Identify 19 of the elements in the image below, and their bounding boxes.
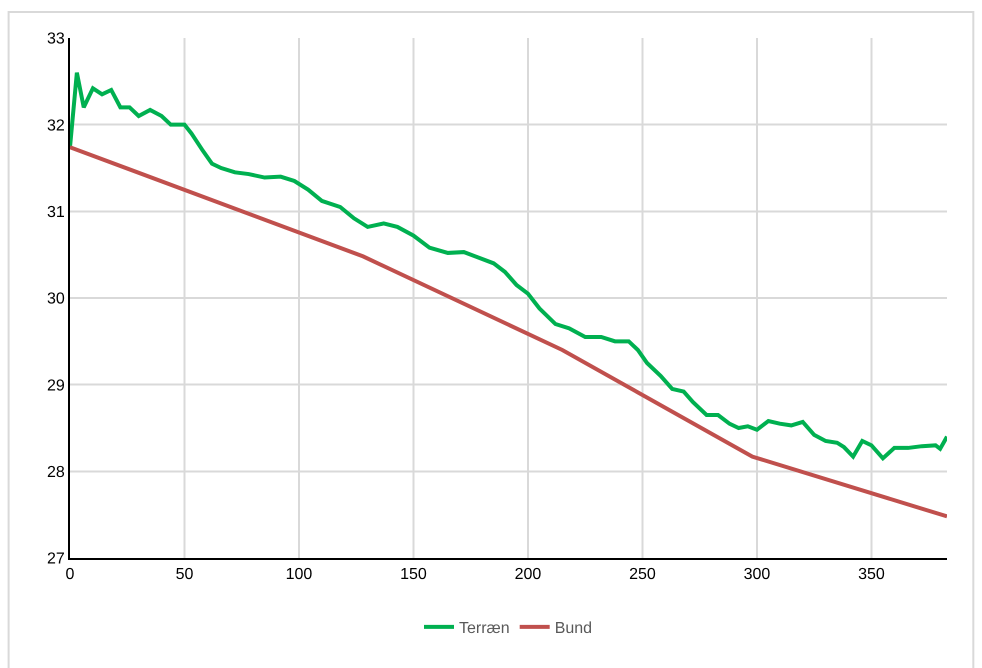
y-tick-label: 29 (47, 377, 65, 394)
x-tick-label: 200 (514, 566, 542, 584)
x-tick-label: 300 (744, 566, 770, 584)
y-tick-label: 33 (47, 30, 65, 48)
y-tick-label: 28 (47, 464, 65, 481)
x-tick-label: 0 (66, 566, 75, 584)
y-tick-label: 32 (47, 117, 65, 134)
x-tick-label: 350 (858, 566, 885, 584)
y-tick-label: 27 (47, 550, 65, 568)
legend-label: Terræn (459, 620, 510, 638)
line-series (70, 70, 947, 460)
x-tick-label: 250 (629, 566, 656, 584)
legend-label: Bund (554, 620, 592, 638)
y-tick-label: 31 (47, 204, 65, 221)
line-series (70, 145, 947, 518)
x-tick-label: 150 (400, 566, 427, 584)
y-tick-label: 30 (47, 290, 65, 308)
x-tick-label: 100 (286, 566, 312, 584)
x-tick-label: 50 (176, 566, 194, 584)
